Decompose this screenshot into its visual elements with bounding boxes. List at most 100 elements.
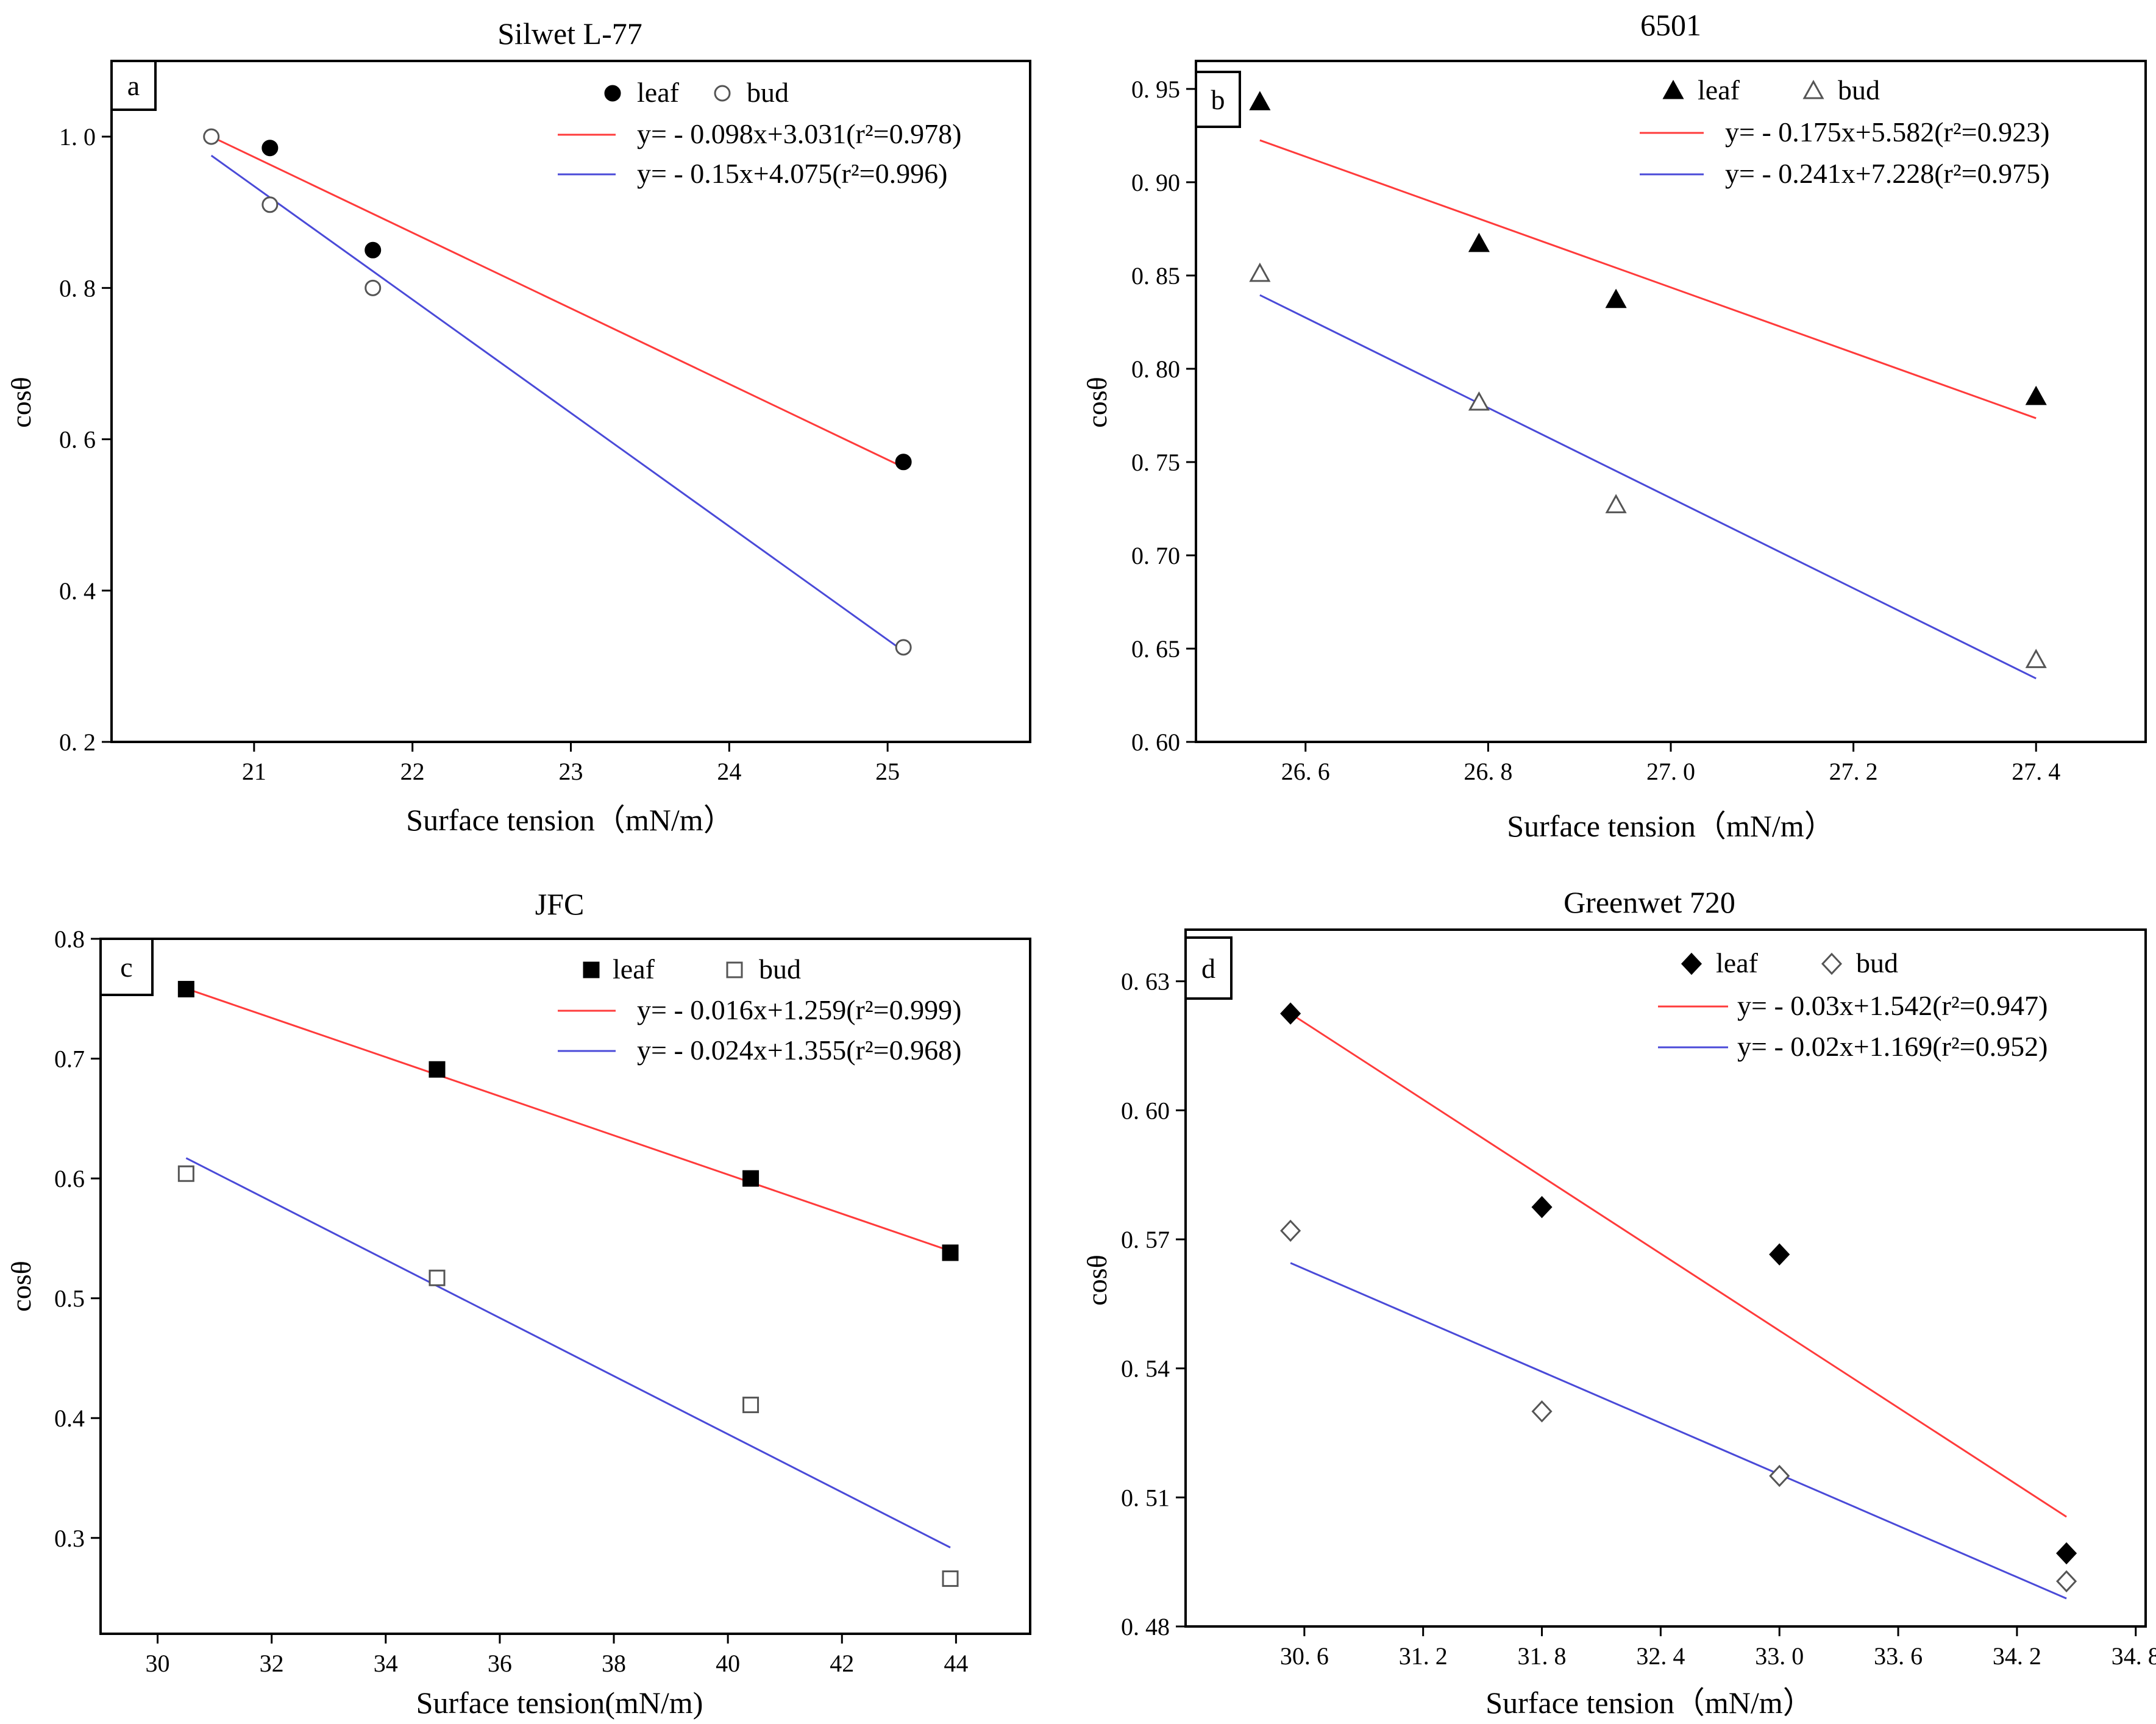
panel-b-ytick-label: 0. 85: [1131, 262, 1180, 290]
panel-c-legend-bud: bud: [759, 953, 801, 985]
panel-b-ytick-label: 0. 95: [1131, 76, 1180, 103]
panel-b-title: 6501: [1640, 8, 1701, 42]
panel-c-xtick-label: 38: [602, 1650, 626, 1677]
panel-d-ytick-label: 0. 60: [1121, 1097, 1170, 1124]
panel-d-legend-fit-equation: y= - 0.02x+1.169(r²=0.952): [1737, 1031, 2047, 1062]
panel-c-bud-point: [429, 1269, 446, 1286]
panel-b-fit-line-leaf: [1259, 139, 2037, 419]
panel-a-ylabel: cosθ: [5, 377, 37, 427]
panel-a-legend-bud-marker: [714, 85, 731, 102]
panel-d-xtick-label: 30. 6: [1280, 1642, 1329, 1670]
panel-b-ylabel: cosθ: [1081, 377, 1112, 427]
panel-c-legend-bud-marker: [726, 961, 743, 978]
panel-b-ytick-label: 0. 75: [1131, 449, 1180, 476]
panel-d-bud-point: [1280, 1219, 1301, 1242]
panel-d-xtick-label: 34. 2: [1993, 1642, 2041, 1670]
panel-a-leaf-point: [895, 454, 912, 471]
panel-b-legend-fit-equation: y= - 0.241x+7.228(r²=0.975): [1725, 158, 2049, 189]
panel-a-bud-point: [895, 639, 912, 656]
panel-b-leaf-point: [1468, 232, 1490, 252]
panel-a-ytick-label: 1. 0: [59, 123, 96, 151]
panel-c-xtick-label: 34: [374, 1650, 398, 1677]
panel-d-bud-point: [1531, 1400, 1553, 1423]
panel-b-fit-line-bud: [1259, 294, 2037, 680]
panel-b-label: b: [1211, 84, 1225, 115]
panel-a-ytick-label: 0. 2: [59, 728, 96, 756]
panel-c-leaf-point: [177, 981, 194, 998]
panel-a-fit-line-leaf: [211, 135, 904, 468]
panel-c-xtick-label: 30: [146, 1650, 170, 1677]
panel-a-bud-point: [365, 279, 382, 296]
panel-c-ytick-label: 0.6: [54, 1165, 85, 1192]
panel-c-xtick-label: 44: [944, 1650, 968, 1677]
panel-c-fit-line-leaf: [185, 988, 951, 1252]
panel-c-bud-point: [742, 1397, 760, 1414]
panel-d-fit-line-leaf: [1290, 1013, 2067, 1518]
panel-c-ytick-label: 0.8: [54, 925, 85, 953]
panel-c-xtick-label: 42: [830, 1650, 854, 1677]
panel-b-xtick-label: 27. 4: [2012, 758, 2060, 785]
panel-b-xlabel: Surface tension（mN/m）: [1507, 809, 1834, 843]
panel-c-legend-fit-equation: y= - 0.024x+1.355(r²=0.968): [637, 1035, 961, 1066]
panel-b-ytick-label: 0. 70: [1131, 542, 1180, 569]
panel-d-ytick-label: 0. 51: [1121, 1484, 1170, 1511]
panel-d-fit-line-bud: [1290, 1262, 2067, 1600]
panel-b-ytick-label: 0. 90: [1131, 169, 1180, 196]
panel-c-legend-fit-equation: y= - 0.016x+1.259(r²=0.999): [637, 994, 961, 1025]
panel-a-legend-leaf-marker: [604, 85, 621, 102]
panel-b-label-box: [1195, 71, 1241, 128]
panel-d-bud-point: [1769, 1464, 1790, 1487]
panel-d-xtick-label: 31. 8: [1518, 1642, 1567, 1670]
panel-c-label-box: [99, 938, 154, 996]
panel-d-leaf-point: [2056, 1542, 2077, 1565]
panel-c-title: JFC: [535, 887, 585, 921]
panel-d-bud-point: [2056, 1570, 2077, 1593]
panel-d-title: Greenwet 720: [1564, 885, 1735, 919]
panel-c-label: c: [120, 952, 132, 983]
panel-a-ytick-label: 0. 8: [59, 274, 96, 302]
panel-b-leaf-point: [1249, 91, 1271, 110]
panel-a-ytick-label: 0. 4: [59, 577, 96, 605]
panel-c-fit-line-bud: [185, 1157, 951, 1548]
panel-c-ylabel: cosθ: [5, 1261, 37, 1311]
panel-c-chart: JFC c 30 32 34 36 38 40 42 44 0.3 0.4 0.5 0.6 0.7 0.8 Su…: [5, 887, 1031, 1720]
panel-d-leaf-point: [1769, 1243, 1790, 1266]
panel-c-xtick-label: 32: [260, 1650, 284, 1677]
panel-d-plot-frame: [1184, 928, 2147, 1628]
panel-d-legend-bud-marker: [1821, 952, 1843, 975]
panel-a-title: Silwet L-77: [497, 16, 642, 51]
panel-d-ytick-label: 0. 63: [1121, 968, 1170, 996]
panel-c-ytick-label: 0.5: [54, 1285, 85, 1313]
panel-d-xlabel: Surface tension（mN/m）: [1485, 1686, 1813, 1720]
panel-c-leaf-point: [742, 1170, 760, 1187]
panel-b-leaf-point: [2025, 385, 2047, 405]
panel-b-bud-point: [1605, 494, 1627, 513]
panel-b-legend-leaf-marker: [1662, 79, 1684, 99]
panel-c-legend-leaf: leaf: [613, 953, 655, 985]
panel-b-xtick-label: 26. 8: [1464, 758, 1512, 785]
panel-b-bud-point: [1249, 262, 1271, 282]
panel-b-legend-bud: bud: [1838, 74, 1880, 105]
panel-d-ylabel: cosθ: [1081, 1255, 1112, 1305]
panel-d-legend-leaf: leaf: [1716, 947, 1759, 978]
panel-d-label: d: [1201, 953, 1215, 984]
panel-c-ytick-label: 0.4: [54, 1405, 85, 1432]
panel-d-ytick-label: 0. 54: [1121, 1355, 1170, 1383]
panel-a-legend-fit-equation: y= - 0.15x+4.075(r²=0.996): [637, 158, 947, 189]
panel-a-legend-fit-equation: y= - 0.098x+3.031(r²=0.978): [637, 118, 961, 149]
panel-d-xtick-label: 31. 2: [1399, 1642, 1448, 1670]
panel-d-xtick-label: 34. 8: [2112, 1642, 2156, 1670]
panel-b-xtick-label: 27. 0: [1646, 758, 1695, 785]
panel-d-ytick-label: 0. 57: [1121, 1226, 1170, 1253]
panel-c-ytick-label: 0.7: [54, 1045, 85, 1073]
panel-d-chart: Greenwet 720 d 30. 6 31. 2 31. 8 32. 4 33. 0 33…: [1081, 885, 2156, 1720]
panel-b-leaf-point: [1605, 288, 1627, 308]
panel-b-bud-point: [2025, 649, 2047, 668]
panel-a-bud-point: [261, 196, 279, 213]
panel-c-xtick-label: 36: [488, 1650, 512, 1677]
panel-c-ytick-label: 0.3: [54, 1525, 85, 1552]
panel-b-legend-fit-equation: y= - 0.175x+5.582(r²=0.923): [1725, 116, 2049, 148]
panel-a-xtick-label: 21: [242, 758, 266, 785]
panel-d-leaf-point: [1531, 1195, 1553, 1219]
